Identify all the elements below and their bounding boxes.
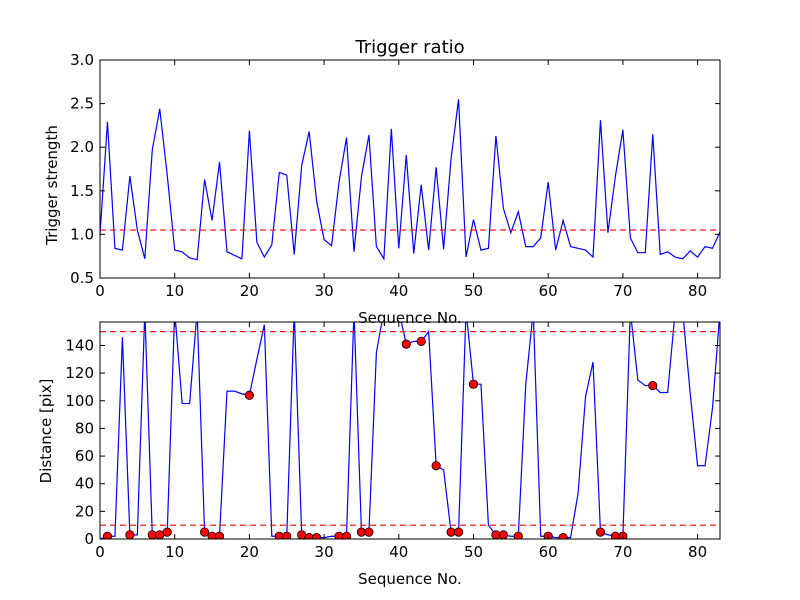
plot-area: 0 10 20 30 40 50 60 70 80 0.5 1.0 1.5 2.0 2.5 3.0 <box>70 51 721 300</box>
x-tick-label: 60 <box>539 282 558 300</box>
marker-point <box>431 461 441 471</box>
marker-point <box>595 527 606 537</box>
y-tick-label: 3.0 <box>70 51 94 69</box>
marker-point <box>282 531 292 539</box>
x-tick-label: 10 <box>165 543 184 561</box>
x-tick-label: 30 <box>315 282 334 300</box>
marker-point <box>648 380 658 391</box>
chart-title: Trigger ratio <box>354 37 464 58</box>
x-tick-label: 80 <box>688 282 707 300</box>
plot-area: 0 10 20 30 40 50 60 70 80 0 20 40 60 80 100 120 140 <box>65 321 721 561</box>
x-tick-label: 20 <box>240 282 259 300</box>
marker-point <box>162 527 172 537</box>
x-tick-label: 30 <box>315 543 334 561</box>
x-tick-label: 40 <box>389 282 408 300</box>
plot-content <box>100 99 720 261</box>
y-tick-label: 1.5 <box>70 182 94 200</box>
plot-content <box>100 322 720 539</box>
marker-point <box>401 339 411 349</box>
x-tick-label: 0 <box>95 282 105 300</box>
marker-point <box>125 530 135 539</box>
marker-point <box>558 533 568 539</box>
x-tick-label: 70 <box>613 543 632 561</box>
x-tick-label: 0 <box>95 543 105 561</box>
y-tick-label: 40 <box>75 475 94 493</box>
x-tick-label: 20 <box>240 543 259 561</box>
x-axis-label: Sequence No. <box>358 570 462 588</box>
x-tick-label: 50 <box>464 543 483 561</box>
marker-point <box>214 531 225 539</box>
x-axis-label: Sequence No. <box>358 309 462 327</box>
y-tick-label: 60 <box>75 447 94 465</box>
y-tick-label: 0 <box>84 530 94 548</box>
y-tick-label: 100 <box>65 392 94 410</box>
x-tick-label: 60 <box>539 543 558 561</box>
y-tick-label: 2.0 <box>70 138 94 156</box>
x-tick-label: 70 <box>613 282 632 300</box>
marker-point <box>498 530 508 539</box>
marker-point <box>199 527 210 537</box>
y-axis-label: Distance [pix] <box>37 379 55 484</box>
axes-frame <box>99 321 721 540</box>
marker-point <box>468 379 479 389</box>
axes-frame <box>99 59 721 279</box>
marker-point <box>312 533 322 539</box>
x-tick-label: 80 <box>688 543 707 561</box>
y-tick-label: 2.5 <box>70 95 94 113</box>
y-axis-label: Trigger strength <box>43 125 61 246</box>
marker-point <box>102 531 113 539</box>
marker-point <box>364 527 374 537</box>
x-tick-label: 10 <box>165 282 184 300</box>
marker-point <box>341 531 352 539</box>
series-line-0 <box>100 99 720 261</box>
marker-point <box>513 531 523 539</box>
x-tick-label: 40 <box>389 543 408 561</box>
y-tick-label: 1.0 <box>70 225 94 243</box>
y-tick-label: 120 <box>65 364 94 382</box>
y-tick-label: 20 <box>75 502 94 520</box>
y-tick-label: 140 <box>65 336 94 354</box>
marker-point <box>244 390 254 400</box>
marker-point <box>453 527 464 537</box>
y-tick-label: 0.5 <box>70 269 94 287</box>
marker-point <box>416 336 426 346</box>
distance-chart: Distance [pix] Sequence No. 0 10 20 30 40 50 6… <box>37 321 721 588</box>
x-tick-label: 50 <box>464 282 483 300</box>
y-tick-label: 80 <box>75 419 94 437</box>
